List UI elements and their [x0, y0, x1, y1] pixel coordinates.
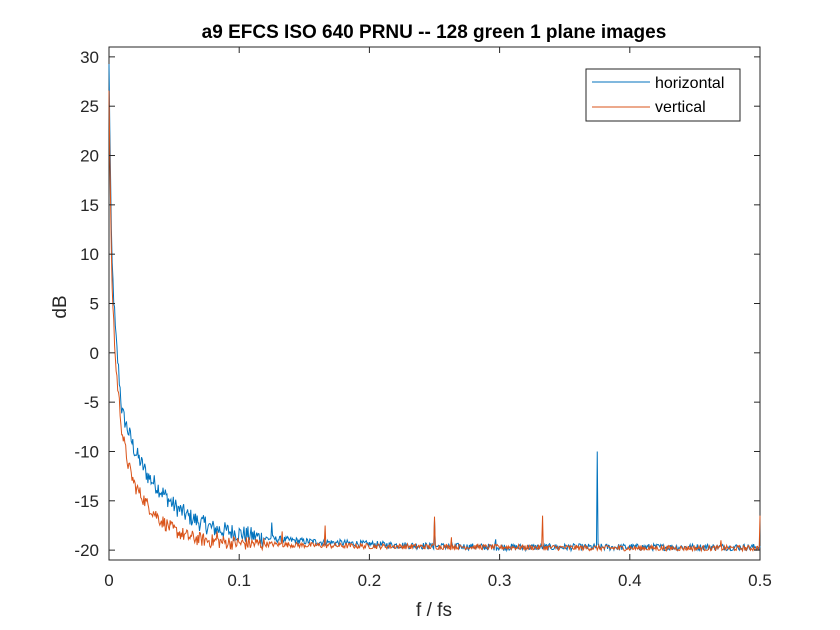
y-tick-label: -15	[74, 492, 99, 511]
legend-label-horizontal: horizontal	[655, 75, 724, 92]
x-tick-label: 0.4	[618, 571, 642, 590]
x-tick-label: 0.3	[488, 571, 512, 590]
y-tick-label: 20	[80, 147, 99, 166]
tick-layer: 0 0.1 0.2 0.3 0.4 0.5 30 25 20 15 10 5 0 -5 -10 -15 -20	[74, 47, 772, 590]
x-axis-label: f / fs	[416, 600, 452, 621]
y-tick-label: 10	[80, 245, 99, 264]
y-tick-label: 30	[80, 48, 99, 67]
x-tick-label: 0	[104, 571, 113, 590]
legend-label-vertical: vertical	[655, 99, 706, 116]
plot-area: 0 0.1 0.2 0.3 0.4 0.5 30 25 20 15 10 5 0 -5 -10 -15 -20	[74, 46, 772, 590]
legend-box	[585, 68, 741, 122]
x-tick-label: 0.5	[748, 571, 772, 590]
x-tick-label: 0.1	[227, 571, 251, 590]
chart-title: a9 EFCS ISO 640 PRNU -- 128 green 1 plan…	[202, 22, 667, 43]
series-line-vertical	[108, 90, 761, 553]
y-tick-label: -10	[74, 442, 99, 461]
y-tick-label: 0	[90, 344, 99, 363]
series-layer	[108, 63, 761, 553]
y-tick-label: -20	[74, 541, 99, 560]
y-axis-label: dB	[50, 295, 71, 318]
legend: horizontal vertical	[585, 68, 741, 122]
y-tick-label: 15	[80, 196, 99, 215]
x-tick-label: 0.2	[358, 571, 382, 590]
y-tick-label: 25	[80, 97, 99, 116]
y-tick-label: 5	[90, 295, 99, 314]
y-tick-label: -5	[84, 393, 99, 412]
axes-box	[108, 46, 761, 561]
